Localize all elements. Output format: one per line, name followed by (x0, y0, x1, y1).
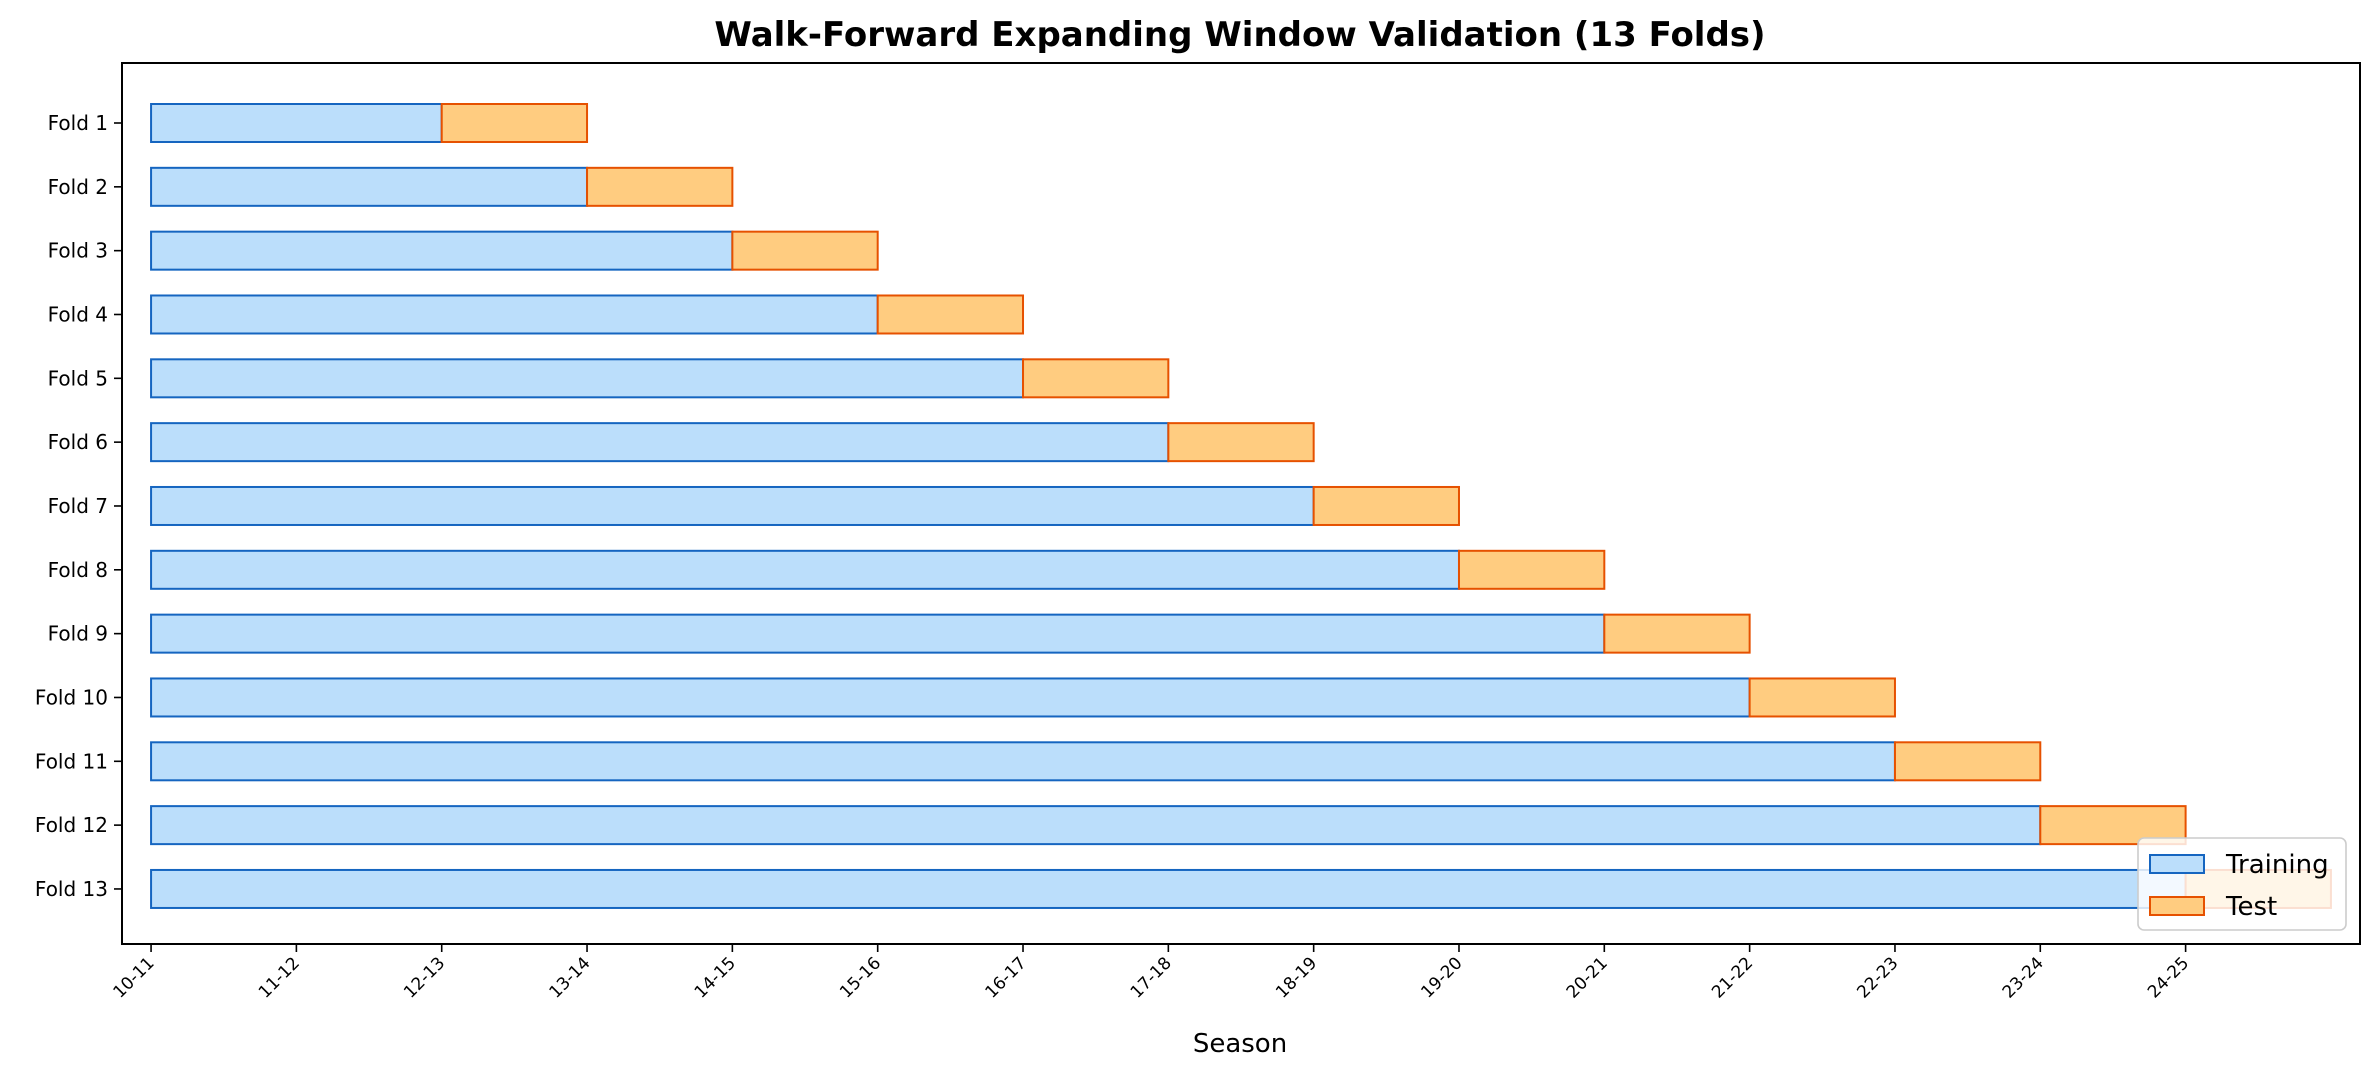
bar-test-fold-7 (1312, 485, 1460, 526)
legend-label-training: Training (2225, 850, 2329, 880)
bars-layer (150, 103, 2332, 909)
series-training (150, 103, 2187, 909)
y-tick-label: Fold 9 (48, 622, 108, 646)
legend-label-test: Test (2225, 892, 2277, 922)
y-tick-label: Fold 1 (48, 111, 108, 135)
y-tick-label: Fold 11 (35, 749, 108, 773)
bar-test-fold-4 (876, 294, 1025, 335)
bar-test-fold-6 (1167, 422, 1315, 463)
bar-training-fold-7 (150, 485, 1315, 526)
bar-test-fold-5 (1022, 358, 1170, 399)
y-tick-label: Fold 5 (48, 366, 108, 390)
y-tick-label: Fold 6 (48, 430, 108, 454)
bar-training-fold-9 (150, 613, 1606, 654)
bar-test-fold-2 (586, 166, 734, 207)
bar-training-fold-6 (150, 422, 1170, 463)
bar-training-fold-12 (150, 805, 2042, 846)
y-tick-label: Fold 7 (48, 494, 108, 518)
y-tick-label: Fold 4 (48, 302, 108, 326)
y-tick-label: Fold 10 (35, 685, 108, 709)
bar-test-fold-3 (731, 230, 879, 271)
y-tick-label: Fold 12 (35, 813, 108, 837)
y-tick-label: Fold 2 (48, 175, 108, 199)
y-axis: Fold 1 Fold 2 Fold 3 Fold 4 Fold 5 Fold 6 Fold… (35, 111, 122, 901)
chart-title: Walk-Forward Expanding Window Validation… (714, 15, 1765, 55)
x-axis-label: Season (1193, 1029, 1287, 1059)
bar-test-fold-8 (1457, 549, 1606, 590)
bar-test-fold-1 (440, 103, 589, 143)
bar-training-fold-1 (150, 103, 443, 143)
plot-frame (121, 62, 2361, 945)
bar-training-fold-2 (150, 166, 589, 207)
bar-test-fold-11 (1893, 741, 2042, 782)
legend: Training Test (2137, 837, 2347, 931)
bar-training-fold-4 (150, 294, 879, 335)
y-tick-label: Fold 13 (35, 877, 108, 901)
bar-test-fold-9 (1603, 613, 1751, 654)
bar-training-fold-5 (150, 358, 1025, 399)
legend-swatch-test (2149, 896, 2205, 916)
bar-test-fold-10 (1748, 677, 1896, 718)
bar-training-fold-13 (150, 868, 2187, 909)
bar-training-fold-3 (150, 230, 734, 271)
legend-swatch-training (2149, 854, 2205, 874)
y-tick-label: Fold 3 (48, 239, 108, 263)
y-tick-label: Fold 8 (48, 558, 108, 582)
bar-training-fold-8 (150, 549, 1460, 590)
bar-training-fold-10 (150, 677, 1751, 718)
bar-training-fold-11 (150, 741, 1896, 782)
